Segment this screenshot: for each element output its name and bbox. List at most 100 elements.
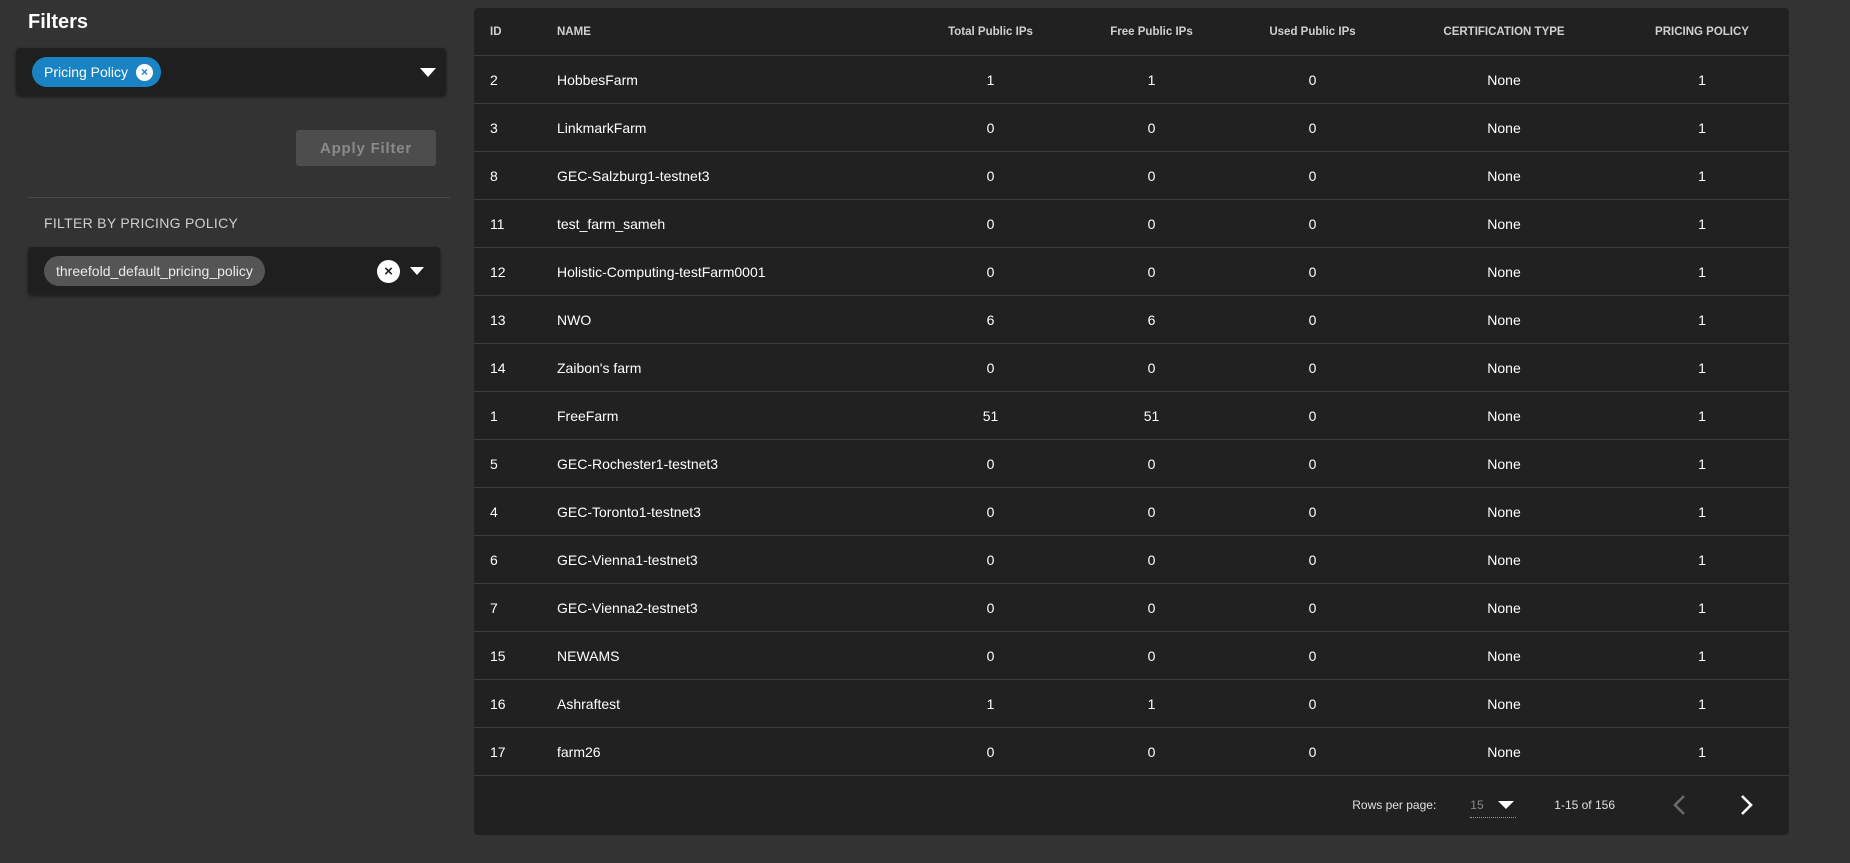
next-page-button[interactable]	[1733, 791, 1761, 819]
cell-pricing-policy: 1	[1615, 439, 1789, 488]
cell-pricing-policy: 1	[1615, 631, 1789, 680]
cell-free-public-ips: 0	[1071, 247, 1232, 296]
table-row[interactable]: 3 LinkmarkFarm 0 0 0 None 1	[474, 103, 1789, 152]
pricing-policy-chip-label: Pricing Policy	[44, 64, 129, 80]
cell-total-public-ips: 0	[910, 247, 1071, 296]
cell-used-public-ips: 0	[1232, 391, 1393, 440]
cell-certification-type: None	[1393, 679, 1615, 728]
column-header-name[interactable]: NAME	[557, 8, 910, 56]
cell-total-public-ips: 0	[910, 535, 1071, 584]
cell-certification-type: None	[1393, 583, 1615, 632]
column-header-used-public-ips[interactable]: Used Public IPs	[1232, 8, 1393, 56]
cell-pricing-policy: 1	[1615, 247, 1789, 296]
cell-free-public-ips: 0	[1071, 151, 1232, 200]
cell-total-public-ips: 0	[910, 199, 1071, 248]
close-icon[interactable]: ×	[377, 260, 400, 283]
cell-id: 14	[474, 343, 557, 392]
cell-used-public-ips: 0	[1232, 583, 1393, 632]
cell-free-public-ips: 0	[1071, 103, 1232, 152]
cell-total-public-ips: 0	[910, 583, 1071, 632]
cell-pricing-policy: 1	[1615, 487, 1789, 536]
cell-free-public-ips: 0	[1071, 343, 1232, 392]
filter-section-title: FILTER BY PRICING POLICY	[44, 215, 239, 231]
table-row[interactable]: 6 GEC-Vienna1-testnet3 0 0 0 None 1	[474, 535, 1789, 584]
page-range: 1-15 of 156	[1554, 798, 1615, 812]
cell-certification-type: None	[1393, 631, 1615, 680]
cell-total-public-ips: 0	[910, 343, 1071, 392]
column-header-total-public-ips[interactable]: Total Public IPs	[910, 8, 1071, 56]
cell-certification-type: None	[1393, 295, 1615, 344]
chevron-down-icon[interactable]	[410, 267, 424, 275]
cell-id: 4	[474, 487, 557, 536]
cell-id: 17	[474, 727, 557, 776]
column-header-pricing-policy[interactable]: PRICING POLICY	[1615, 8, 1789, 56]
column-header-id[interactable]: ID	[474, 8, 557, 56]
cell-id: 1	[474, 391, 557, 440]
chevron-down-icon[interactable]	[420, 68, 436, 77]
table-row[interactable]: 2 HobbesFarm 1 1 0 None 1	[474, 55, 1789, 104]
table-row[interactable]: 11 test_farm_sameh 0 0 0 None 1	[474, 199, 1789, 248]
cell-used-public-ips: 0	[1232, 343, 1393, 392]
cell-pricing-policy: 1	[1615, 199, 1789, 248]
cell-pricing-policy: 1	[1615, 679, 1789, 728]
cell-free-public-ips: 0	[1071, 727, 1232, 776]
column-header-certification-type[interactable]: CERTIFICATION TYPE	[1393, 8, 1615, 56]
table-row[interactable]: 4 GEC-Toronto1-testnet3 0 0 0 None 1	[474, 487, 1789, 536]
chevron-down-icon[interactable]	[1498, 800, 1515, 809]
cell-id: 11	[474, 199, 557, 248]
rows-per-page-label: Rows per page:	[1352, 798, 1437, 812]
cell-certification-type: None	[1393, 439, 1615, 488]
table-row[interactable]: 13 NWO 6 6 0 None 1	[474, 295, 1789, 344]
cell-used-public-ips: 0	[1232, 535, 1393, 584]
cell-free-public-ips: 1	[1071, 55, 1232, 104]
cell-used-public-ips: 0	[1232, 631, 1393, 680]
cell-certification-type: None	[1393, 343, 1615, 392]
cell-certification-type: None	[1393, 391, 1615, 440]
policy-value-label: threefold_default_pricing_policy	[56, 263, 253, 279]
cell-used-public-ips: 0	[1232, 103, 1393, 152]
pricing-policy-select[interactable]: threefold_default_pricing_policy ×	[28, 247, 440, 295]
apply-filter-button[interactable]: Apply Filter	[296, 130, 436, 166]
cell-total-public-ips: 0	[910, 151, 1071, 200]
table-row[interactable]: 17 farm26 0 0 0 None 1	[474, 727, 1789, 776]
cell-certification-type: None	[1393, 535, 1615, 584]
cell-name: Ashraftest	[557, 679, 910, 728]
divider	[28, 197, 450, 198]
table-row[interactable]: 16 Ashraftest 1 1 0 None 1	[474, 679, 1789, 728]
table-row[interactable]: 1 FreeFarm 51 51 0 None 1	[474, 391, 1789, 440]
cell-certification-type: None	[1393, 247, 1615, 296]
cell-total-public-ips: 1	[910, 55, 1071, 104]
policy-value-chip[interactable]: threefold_default_pricing_policy	[44, 256, 265, 286]
cell-pricing-policy: 1	[1615, 583, 1789, 632]
cell-id: 5	[474, 439, 557, 488]
pricing-policy-chip[interactable]: Pricing Policy ×	[32, 57, 162, 87]
filters-sidebar: Filters Pricing Policy × Apply Filter FI…	[0, 0, 470, 863]
previous-page-button[interactable]	[1665, 791, 1693, 819]
cell-name: GEC-Salzburg1-testnet3	[557, 151, 910, 200]
cell-certification-type: None	[1393, 199, 1615, 248]
filters-title: Filters	[28, 11, 89, 33]
rows-per-page-select[interactable]: 15	[1470, 793, 1517, 818]
table-row[interactable]: 8 GEC-Salzburg1-testnet3 0 0 0 None 1	[474, 151, 1789, 200]
table-row[interactable]: 12 Holistic-Computing-testFarm0001 0 0 0 None…	[474, 247, 1789, 296]
cell-free-public-ips: 0	[1071, 535, 1232, 584]
close-icon[interactable]: ×	[136, 63, 154, 81]
filter-type-selector[interactable]: Pricing Policy ×	[16, 48, 446, 96]
table-row[interactable]: 7 GEC-Vienna2-testnet3 0 0 0 None 1	[474, 583, 1789, 632]
cell-free-public-ips: 0	[1071, 487, 1232, 536]
cell-certification-type: None	[1393, 487, 1615, 536]
table-row[interactable]: 14 Zaibon's farm 0 0 0 None 1	[474, 343, 1789, 392]
cell-pricing-policy: 1	[1615, 727, 1789, 776]
column-header-free-public-ips[interactable]: Free Public IPs	[1071, 8, 1232, 56]
table-row[interactable]: 5 GEC-Rochester1-testnet3 0 0 0 None 1	[474, 439, 1789, 488]
cell-name: test_farm_sameh	[557, 199, 910, 248]
cell-name: NEWAMS	[557, 631, 910, 680]
farms-table: ID NAME Total Public IPs Free Public IPs…	[474, 8, 1789, 776]
cell-id: 2	[474, 55, 557, 104]
table-row[interactable]: 15 NEWAMS 0 0 0 None 1	[474, 631, 1789, 680]
cell-used-public-ips: 0	[1232, 247, 1393, 296]
cell-name: farm26	[557, 727, 910, 776]
cell-certification-type: None	[1393, 727, 1615, 776]
table-pagination: Rows per page: 15 1-15 of 156	[474, 775, 1789, 835]
cell-used-public-ips: 0	[1232, 55, 1393, 104]
